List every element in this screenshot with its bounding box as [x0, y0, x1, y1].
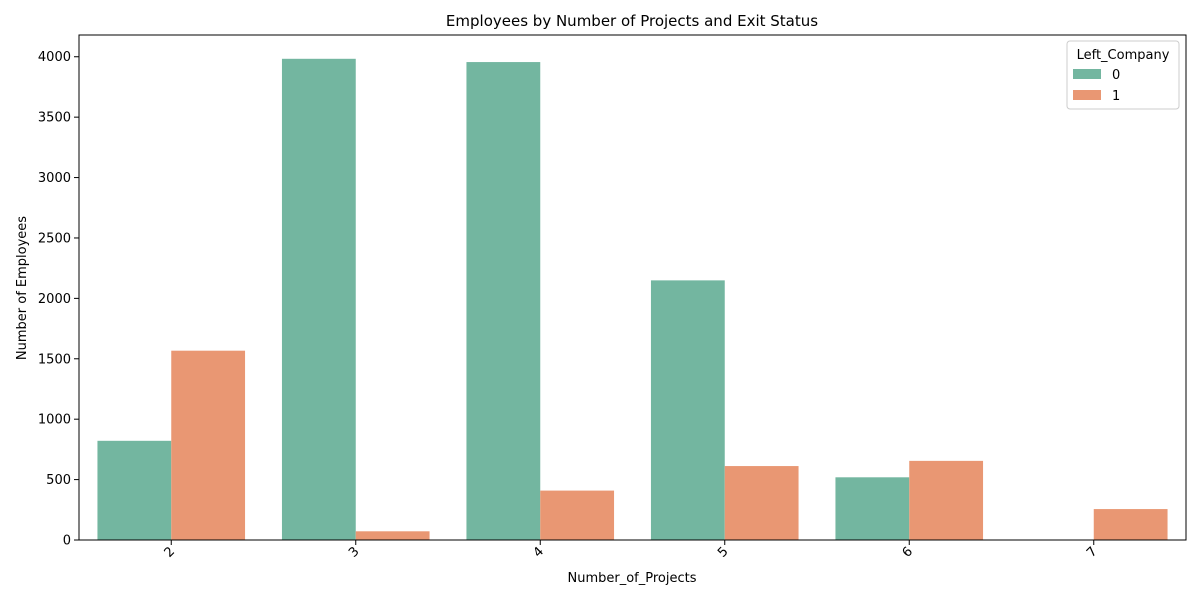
bar-series-1-projects-5: [724, 466, 799, 540]
y-tick-label: 4000: [38, 50, 71, 65]
y-tick-label: 2500: [38, 231, 71, 246]
chart-title: Employees by Number of Projects and Exit…: [446, 12, 818, 30]
legend-swatch-series-1: [1073, 90, 1101, 100]
x-axis: 2 3 4 5 6 7: [162, 540, 1101, 561]
bar-series-0-projects-3: [281, 58, 356, 541]
plot-frame: [78, 34, 1187, 541]
legend-label-series-0: 0: [1112, 68, 1120, 83]
bar-series-1-projects-4: [540, 490, 615, 540]
bar-series-1-projects-2: [171, 350, 246, 540]
y-tick-label: 1000: [38, 413, 71, 428]
y-axis-label: Number of Employees: [15, 216, 30, 360]
legend-title: Left_Company: [1077, 48, 1170, 63]
legend-label-series-1: 1: [1112, 89, 1120, 104]
y-tick-label: 3000: [38, 171, 71, 186]
y-tick-label: 2000: [38, 292, 71, 307]
x-tick-label: 6: [900, 544, 916, 560]
bar-series-1-projects-6: [909, 460, 984, 540]
x-tick-label: 5: [715, 544, 731, 560]
x-tick-label: 4: [531, 544, 547, 560]
bar-series-0-projects-6: [835, 477, 910, 540]
x-tick-label: 3: [346, 544, 362, 560]
bar-series-0-projects-4: [466, 62, 541, 541]
x-tick-label: 2: [162, 544, 178, 560]
x-tick-label: 7: [1084, 544, 1100, 560]
y-tick-label: 500: [46, 473, 71, 488]
y-tick-label: 0: [63, 534, 71, 549]
legend: Left_Company 0 1: [1066, 40, 1180, 110]
bar-series-0-projects-5: [650, 280, 725, 540]
bar-series-0-projects-2: [97, 440, 172, 540]
y-tick-label: 1500: [38, 352, 71, 367]
y-tick-label: 3500: [38, 111, 71, 126]
legend-swatch-series-0: [1073, 69, 1101, 79]
bars-group: [97, 58, 1168, 541]
bar-series-1-projects-3: [355, 531, 430, 540]
y-axis: 0 500 1000 1500 2000 2500 3000 3500 4000: [38, 50, 79, 549]
bar-series-1-projects-7: [1093, 509, 1168, 540]
x-axis-label: Number_of_Projects: [567, 571, 696, 586]
